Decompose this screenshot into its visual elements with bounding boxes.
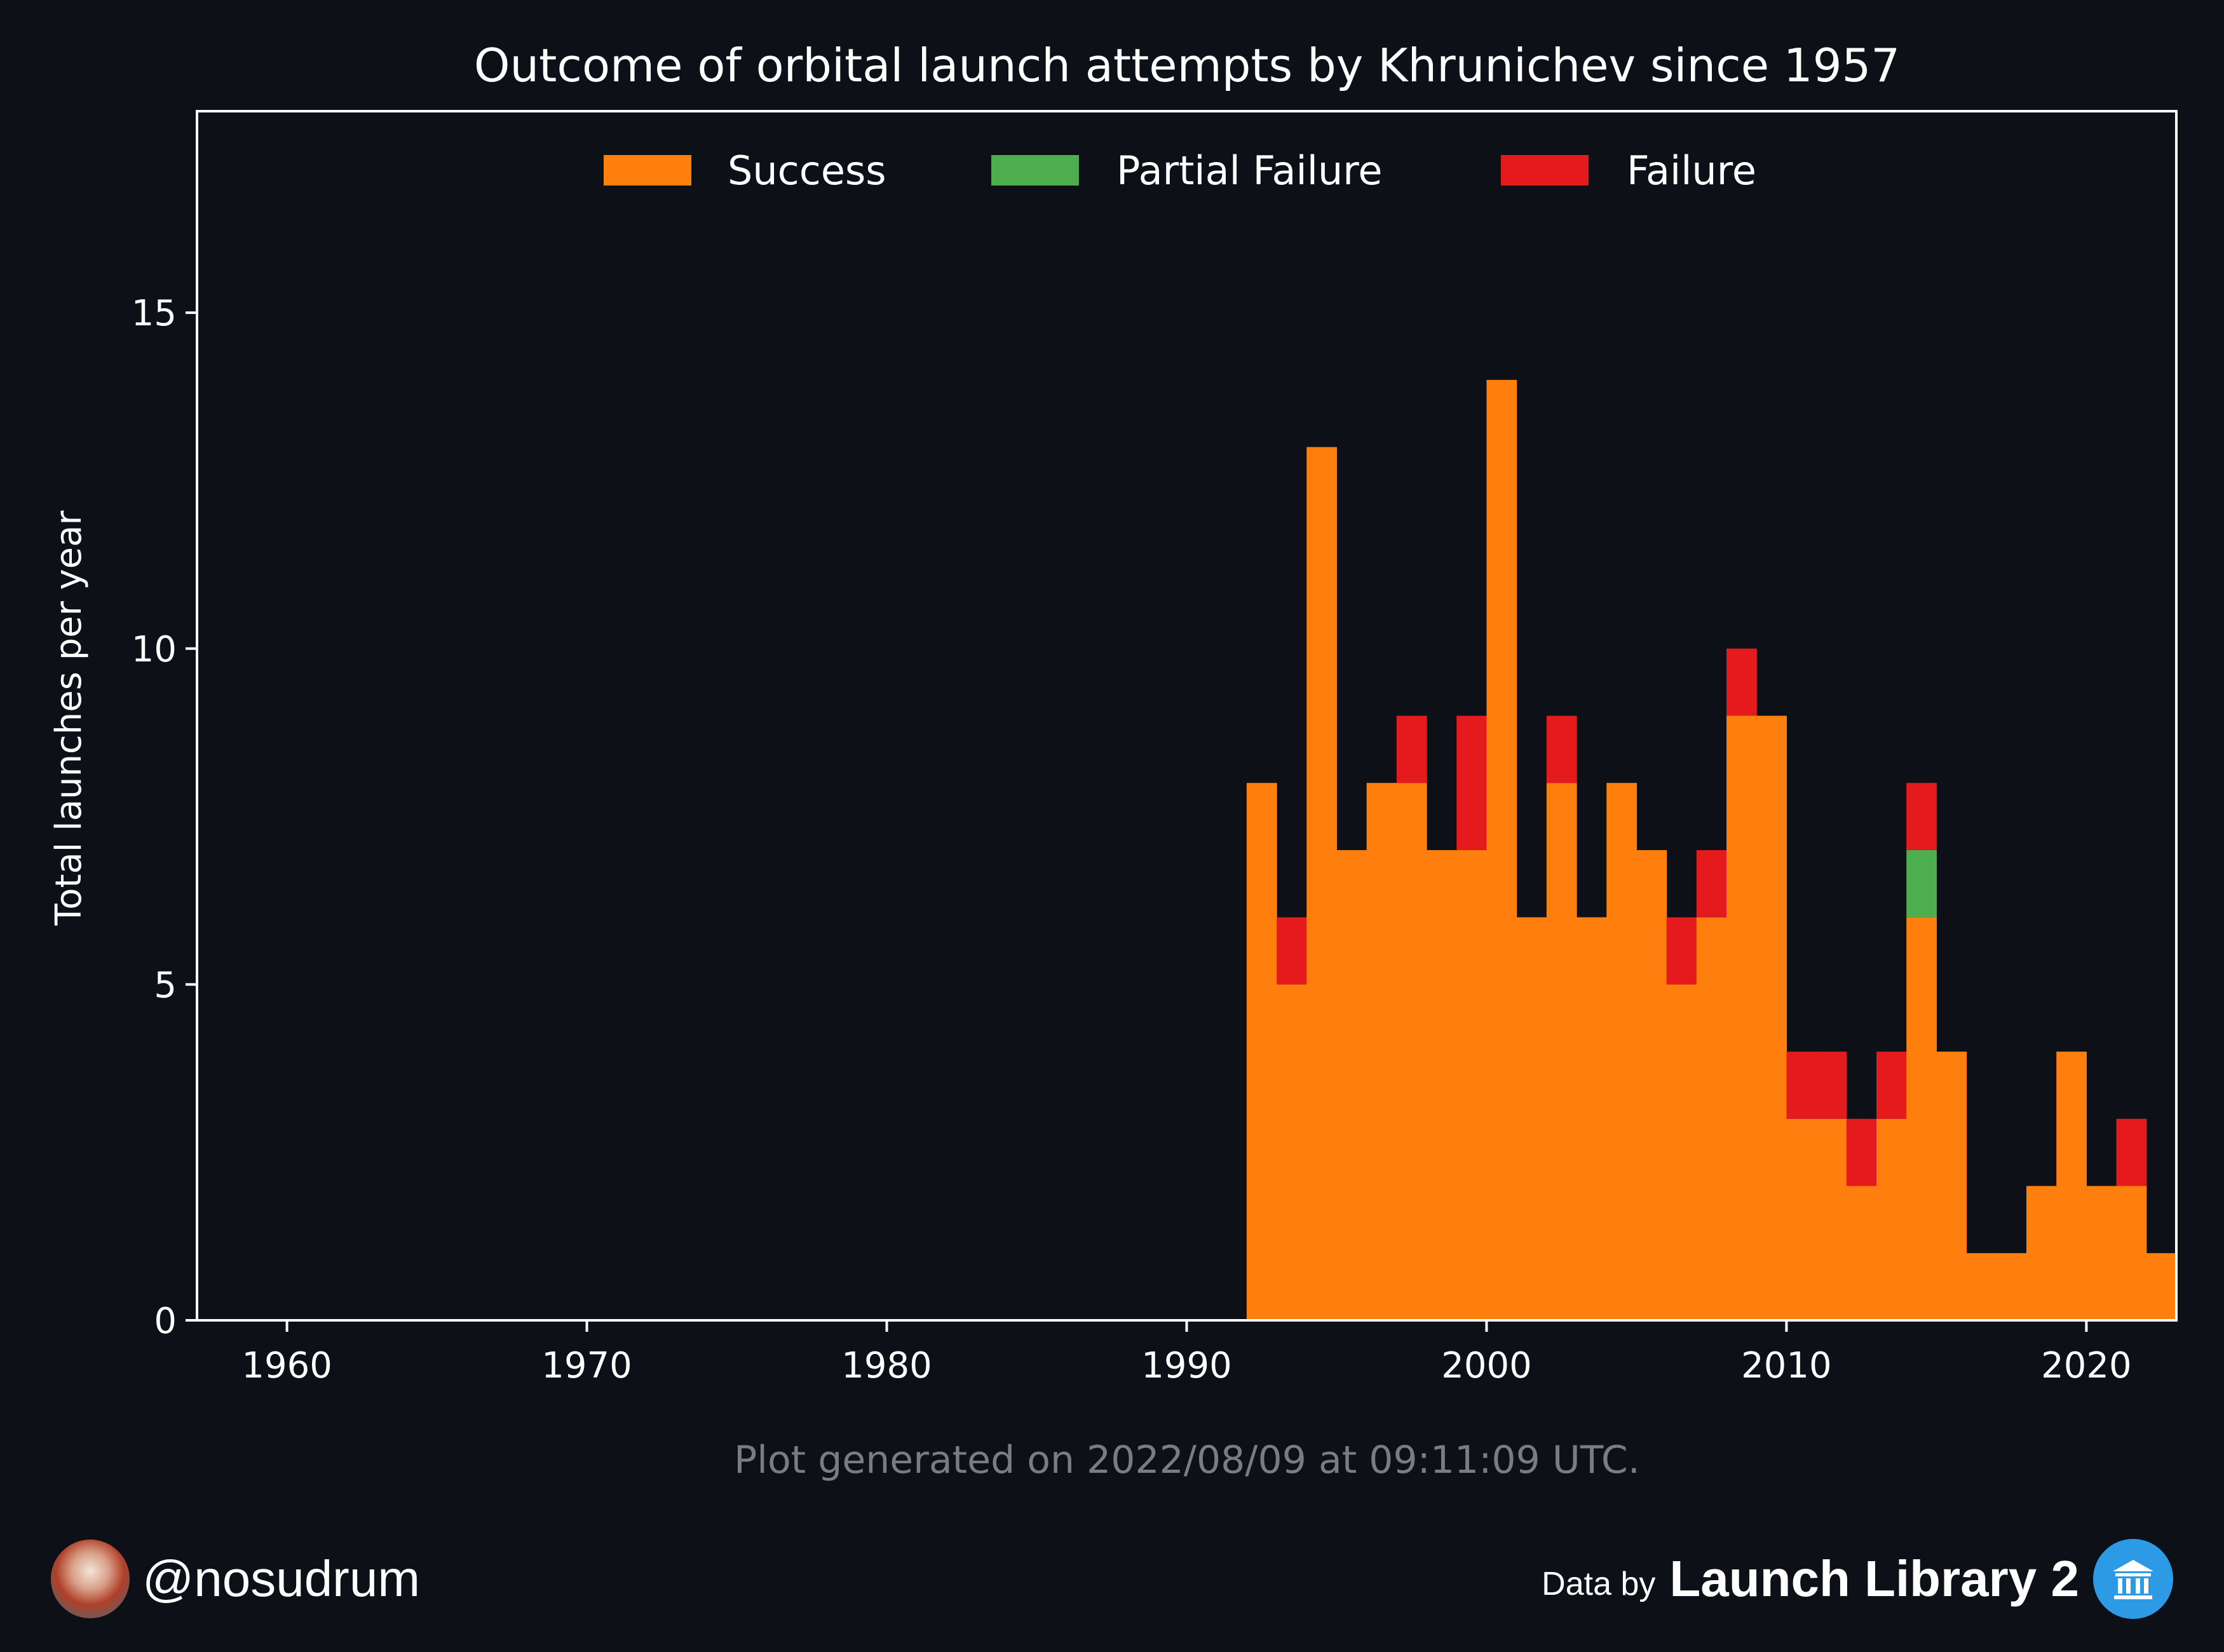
bar-failure-2011 [1816,1052,1847,1119]
bar-success-2012 [1846,1186,1877,1320]
chart-title: Outcome of orbital launch attempts by Kh… [474,39,1900,92]
bar-success-2007 [1696,917,1727,1320]
y-tick-label: 10 [132,629,177,670]
bar-success-2011 [1816,1118,1847,1320]
bar-success-2016 [1966,1253,1997,1320]
bar-success-1992 [1246,783,1277,1320]
legend-label-partial-failure: Partial Failure [1116,147,1383,194]
bar-failure-1997 [1396,715,1427,783]
y-tick-label: 15 [132,293,177,334]
bars [1246,379,2177,1320]
bar-success-2008 [1726,715,1757,1320]
bar-failure-2014 [1906,783,1937,850]
data-credit: Data by Launch Library 2 [1542,1538,2173,1620]
bar-failure-2007 [1696,850,1727,917]
bar-failure-2021 [2116,1118,2147,1186]
bar-success-1995 [1336,850,1367,1320]
x-tick-label: 2020 [2041,1345,2132,1386]
y-tick-label: 5 [154,965,177,1006]
launch-library-icon [2093,1539,2173,1619]
bar-success-2019 [2056,1052,2087,1320]
bar-success-1994 [1306,447,1338,1320]
bar-success-1997 [1396,783,1427,1320]
bar-success-2000 [1486,379,1517,1320]
bar-success-2013 [1876,1118,1907,1320]
author-handle: @nosudrum [51,1538,420,1620]
legend: Success Partial Failure Failure [604,147,1756,194]
legend-swatch-failure [1501,155,1589,186]
x-tick-label: 1980 [841,1345,932,1386]
bar-failure-2002 [1546,715,1577,783]
bar-success-2006 [1666,984,1697,1320]
bar-success-2002 [1546,783,1577,1320]
y-axis: 0 5 10 15 [132,293,197,1342]
bar-failure-2006 [1666,917,1697,985]
bar-success-2001 [1516,917,1547,1320]
x-tick-label: 1960 [241,1345,332,1386]
x-tick-label: 2010 [1741,1345,1832,1386]
x-tick-label: 1970 [541,1345,632,1386]
x-axis: 1960 1970 1980 1990 2000 2010 2020 [241,1320,2132,1386]
x-tick-label: 2000 [1441,1345,1532,1386]
bar-failure-1999 [1456,715,1488,850]
handle-text: @nosudrum [142,1550,420,1607]
astronaut-avatar-icon [51,1540,130,1618]
bar-success-2014 [1906,917,1937,1320]
bar-success-2003 [1576,917,1607,1320]
bar-success-2015 [1936,1052,1967,1320]
credit-brand: Launch Library 2 [1669,1550,2079,1607]
bar-failure-2008 [1726,648,1757,716]
bar-success-2021 [2116,1186,2147,1320]
x-tick-label: 1990 [1141,1345,1232,1386]
credit-prefix: Data by [1542,1566,1656,1602]
bar-failure-2012 [1846,1118,1877,1186]
bar-success-1999 [1456,850,1488,1320]
bar-failure-1993 [1277,917,1307,985]
legend-label-success: Success [728,147,886,194]
bar-failure-2010 [1786,1052,1817,1119]
legend-label-failure: Failure [1627,147,1756,194]
bar-success-2010 [1786,1118,1817,1320]
bar-success-2022 [2146,1253,2177,1320]
bar-success-2018 [2026,1186,2057,1320]
generated-note: Plot generated on 2022/08/09 at 09:11:09… [734,1438,1640,1482]
bar-success-1998 [1427,850,1457,1320]
bar-failure-2013 [1876,1052,1907,1119]
legend-swatch-success [604,155,691,186]
bar-success-2017 [1996,1253,2027,1320]
y-tick-label: 0 [154,1301,177,1342]
legend-swatch-partial-failure [991,155,1079,186]
bar-success-1996 [1366,783,1397,1320]
bar-success-2009 [1756,715,1787,1320]
y-axis-label: Total launches per year [48,510,90,926]
bar-partial-failure-2014 [1906,850,1937,917]
bar-success-1993 [1277,984,1307,1320]
bar-success-2005 [1636,850,1667,1320]
bar-success-2004 [1606,783,1637,1320]
bar-success-2020 [2086,1186,2117,1320]
